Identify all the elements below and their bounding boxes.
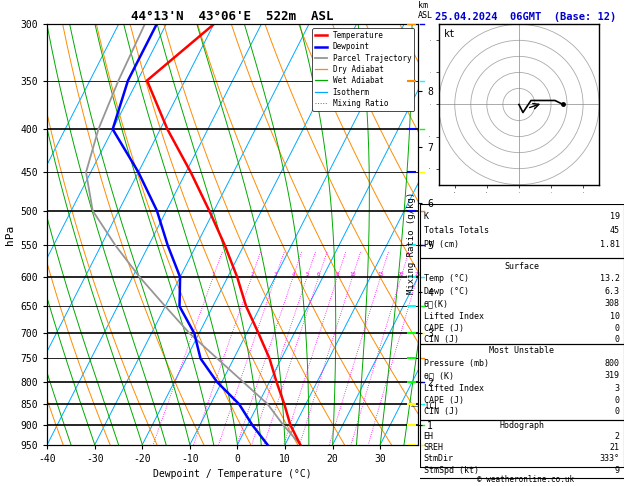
- Text: StmDir: StmDir: [424, 454, 454, 464]
- Text: © weatheronline.co.uk: © weatheronline.co.uk: [477, 474, 574, 484]
- Text: Lifted Index: Lifted Index: [424, 312, 484, 321]
- Legend: Temperature, Dewpoint, Parcel Trajectory, Dry Adiabat, Wet Adiabat, Isotherm, Mi: Temperature, Dewpoint, Parcel Trajectory…: [312, 28, 415, 111]
- Text: Lifted Index: Lifted Index: [424, 384, 484, 393]
- Text: 21: 21: [610, 443, 620, 452]
- Text: θᴁ (K): θᴁ (K): [424, 371, 454, 381]
- Title: 44°13'N  43°06'E  522m  ASL: 44°13'N 43°06'E 522m ASL: [131, 10, 334, 23]
- Text: 8: 8: [336, 272, 339, 277]
- Text: 19: 19: [610, 212, 620, 221]
- Text: CIN (J): CIN (J): [424, 335, 459, 345]
- Text: θᴁ(K): θᴁ(K): [424, 299, 448, 308]
- Text: 45: 45: [610, 226, 620, 235]
- Text: SREH: SREH: [424, 443, 443, 452]
- Text: Surface: Surface: [504, 262, 539, 271]
- Text: 25: 25: [414, 272, 421, 277]
- Text: CAPE (J): CAPE (J): [424, 396, 464, 405]
- Text: 20: 20: [398, 272, 404, 277]
- Text: 3: 3: [274, 272, 277, 277]
- Text: 0: 0: [615, 335, 620, 345]
- Y-axis label: hPa: hPa: [5, 225, 15, 244]
- X-axis label: Dewpoint / Temperature (°C): Dewpoint / Temperature (°C): [153, 469, 312, 479]
- Text: K: K: [424, 212, 428, 221]
- Text: 3: 3: [615, 384, 620, 393]
- Text: CAPE (J): CAPE (J): [424, 324, 464, 333]
- Text: kt: kt: [443, 29, 455, 39]
- Text: 800: 800: [605, 359, 620, 368]
- Text: 0: 0: [615, 407, 620, 417]
- Text: Dewp (°C): Dewp (°C): [424, 287, 469, 296]
- Text: 4: 4: [291, 272, 294, 277]
- Text: Temp (°C): Temp (°C): [424, 275, 469, 283]
- Text: Hodograph: Hodograph: [499, 421, 544, 430]
- Text: EH: EH: [424, 433, 433, 441]
- Text: 9: 9: [615, 466, 620, 474]
- Text: 319: 319: [605, 371, 620, 381]
- Text: 25.04.2024  06GMT  (Base: 12): 25.04.2024 06GMT (Base: 12): [435, 12, 616, 22]
- Text: 0: 0: [615, 324, 620, 333]
- Text: 13.2: 13.2: [600, 275, 620, 283]
- Text: 2: 2: [615, 433, 620, 441]
- Text: 0: 0: [615, 396, 620, 405]
- Text: 10: 10: [610, 312, 620, 321]
- Text: 1: 1: [211, 272, 214, 277]
- Text: CIN (J): CIN (J): [424, 407, 459, 417]
- Text: 308: 308: [605, 299, 620, 308]
- Text: StmSpd (kt): StmSpd (kt): [424, 466, 479, 474]
- Text: 5: 5: [306, 272, 309, 277]
- Text: PW (cm): PW (cm): [424, 240, 459, 249]
- Text: LCL: LCL: [426, 402, 440, 411]
- Text: 6: 6: [317, 272, 320, 277]
- Text: Pressure (mb): Pressure (mb): [424, 359, 489, 368]
- Text: 2: 2: [250, 272, 253, 277]
- Text: km
ASL: km ASL: [418, 0, 433, 20]
- Text: Totals Totals: Totals Totals: [424, 226, 489, 235]
- Text: Mixing Ratio (g/kg): Mixing Ratio (g/kg): [408, 192, 416, 294]
- Text: 333°: 333°: [600, 454, 620, 464]
- Text: 1.81: 1.81: [600, 240, 620, 249]
- Text: 10: 10: [349, 272, 356, 277]
- Text: Most Unstable: Most Unstable: [489, 347, 554, 355]
- Text: 15: 15: [377, 272, 384, 277]
- Text: 6.3: 6.3: [605, 287, 620, 296]
